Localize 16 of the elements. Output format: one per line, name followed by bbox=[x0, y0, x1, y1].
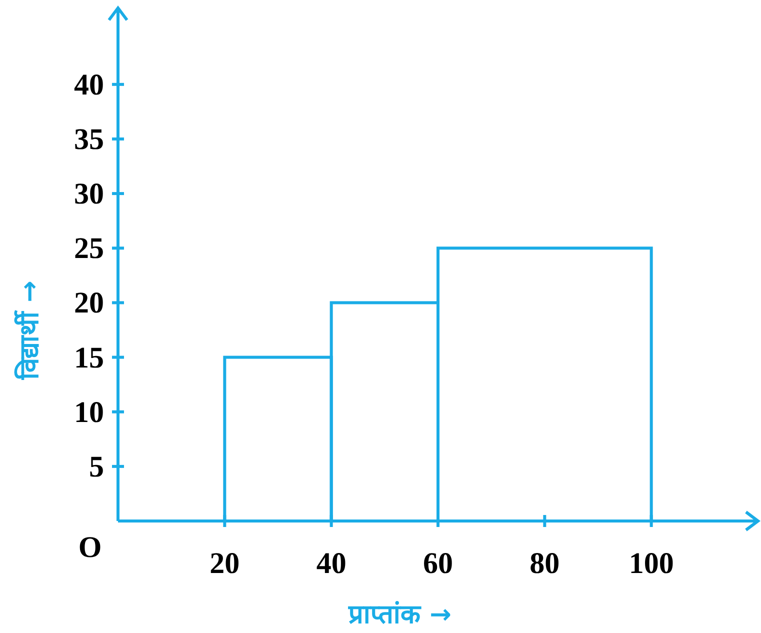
x-tick-label: 80 bbox=[530, 547, 560, 580]
y-tick-label: 10 bbox=[74, 396, 104, 429]
y-tick-label: 35 bbox=[74, 122, 104, 156]
y-tick-label: 25 bbox=[74, 232, 104, 266]
y-axis-title: विद्यार्थी → bbox=[14, 280, 45, 380]
y-tick-label: 20 bbox=[74, 286, 104, 320]
x-axis-title: प्राप्तांक → bbox=[348, 600, 452, 630]
y-tick-label: 5 bbox=[89, 450, 104, 484]
x-tick-label: 60 bbox=[423, 547, 453, 580]
y-tick-label: 40 bbox=[74, 68, 104, 102]
x-tick-label: 40 bbox=[316, 547, 346, 580]
y-tick-label: 30 bbox=[74, 178, 104, 211]
x-tick-label: 100 bbox=[628, 547, 674, 580]
y-tick-label: 15 bbox=[74, 341, 104, 374]
text: O bbox=[78, 531, 102, 564]
x-tick-label: 20 bbox=[210, 547, 240, 580]
